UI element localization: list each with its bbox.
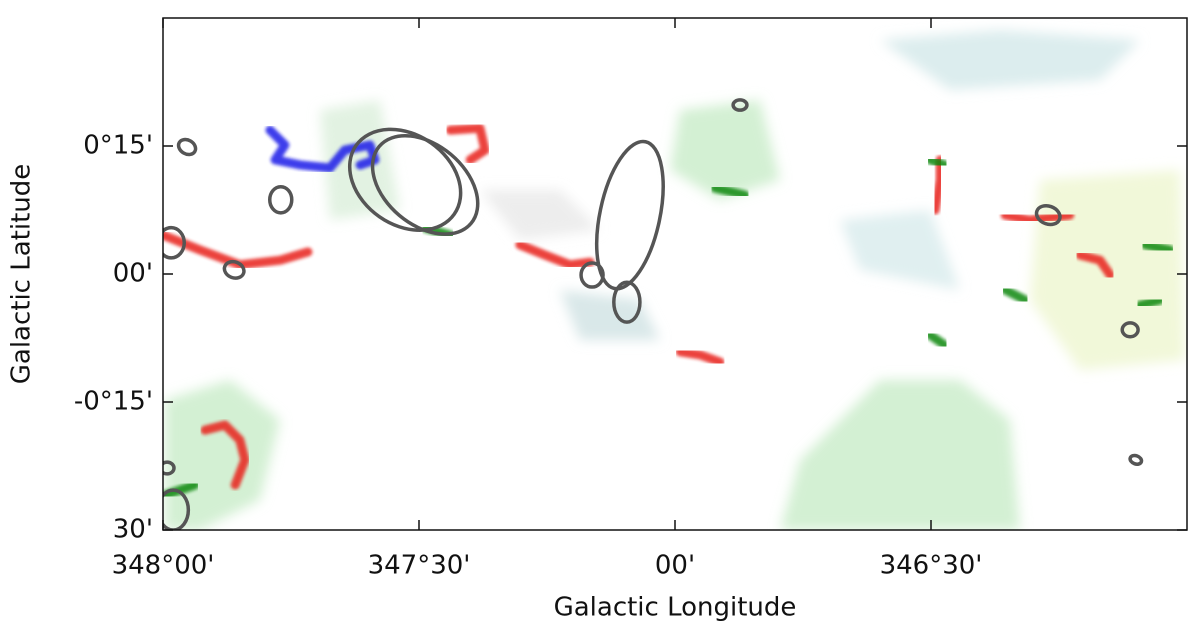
filament [1135, 295, 1165, 310]
source-ellipse [1034, 203, 1062, 227]
source-ellipse [731, 98, 749, 112]
filament [925, 155, 950, 170]
source-ellipse [222, 259, 246, 280]
source-ellipse [163, 225, 186, 260]
filament [1000, 285, 1030, 305]
filament [1075, 250, 1115, 280]
x-tick-label: 346°30' [880, 551, 983, 581]
source-ellipse [1120, 321, 1140, 339]
plot-area [163, 98, 1175, 530]
source-ellipse [595, 139, 665, 291]
y-tick-label: 0°15' [83, 131, 153, 161]
filament [710, 183, 750, 200]
x-tick-label: 347°30' [368, 551, 471, 581]
source-ellipse [612, 280, 642, 324]
source-ellipse [347, 127, 463, 232]
x-tick-label: 00' [655, 551, 695, 581]
y-tick-label: -0°15' [74, 387, 153, 417]
source-ellipse [370, 133, 480, 236]
x-axis-label: Galactic Longitude [554, 593, 797, 623]
source-ellipse [268, 184, 294, 215]
filament [200, 420, 250, 490]
source-ellipse [163, 488, 191, 530]
source-ellipse [579, 261, 605, 289]
filament [675, 347, 725, 367]
filament [1000, 210, 1075, 225]
y-tick-label: 30' [113, 515, 153, 545]
filament [515, 240, 595, 270]
diffuse-emission [165, 30, 1185, 530]
source-ellipse [1128, 453, 1144, 466]
filament [925, 330, 950, 350]
filament [1140, 240, 1175, 255]
y-axis-label: Galactic Latitude [7, 164, 37, 385]
y-tick-label: 00' [113, 259, 153, 289]
filament [445, 123, 490, 165]
source-ellipse [163, 460, 176, 476]
source-ellipse [176, 137, 198, 157]
x-tick-label: 348°00' [112, 551, 215, 581]
